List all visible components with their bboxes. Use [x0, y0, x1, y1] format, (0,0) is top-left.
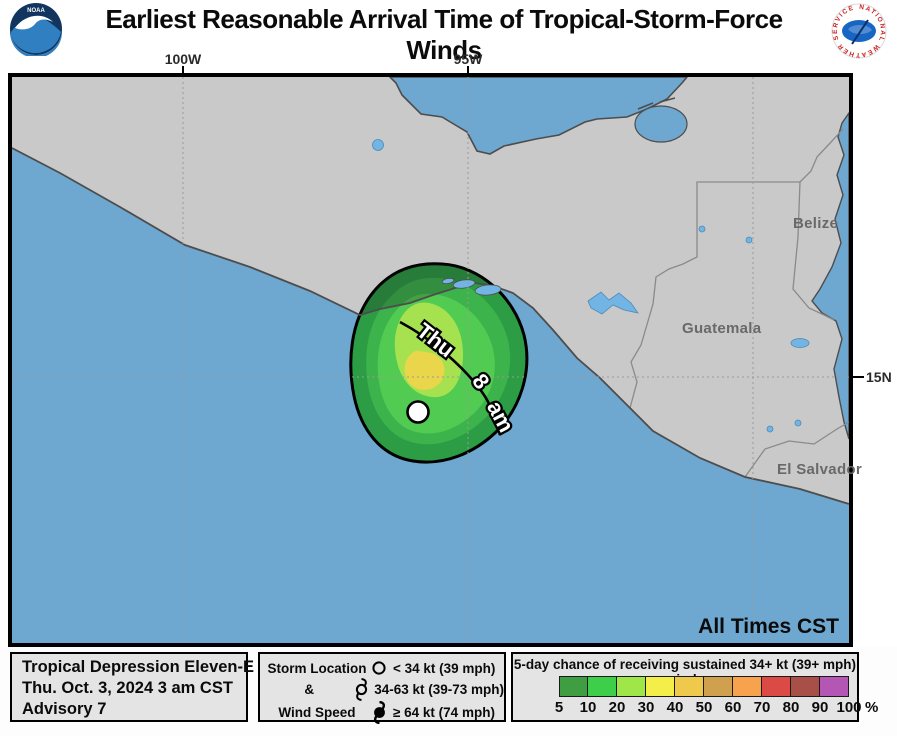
page-title: Earliest Reasonable Arrival Time of Trop…	[105, 4, 783, 65]
tropical-storm-label: 34-63 kt (39-73 mph)	[374, 682, 504, 697]
probability-scale-tick-50: 50	[695, 699, 713, 716]
probability-scale-tick-10: 10	[579, 699, 597, 716]
symbol-legend-caption-line3: Wind Speed	[278, 705, 356, 720]
country-borders	[629, 128, 849, 478]
lon-tick-100w	[182, 66, 184, 74]
symbol-legend-caption-line2: &	[304, 682, 315, 697]
geography-layer: Thu 8 am	[12, 77, 849, 643]
probability-swatch-20	[617, 676, 646, 697]
probability-color-bar	[559, 676, 849, 697]
legend-bar: Tropical Depression Eleven-E Thu. Oct. 3…	[0, 647, 897, 736]
map-canvas: Thu 8 am All Times CST	[8, 73, 853, 647]
lon-tick-95w	[467, 66, 469, 74]
coastal-lagoons	[441, 277, 502, 296]
probability-scale-unit: %	[865, 699, 879, 716]
disturbance-label: < 34 kt (39 mph)	[393, 660, 496, 676]
probability-scale-tick-100: 100	[836, 699, 862, 716]
probability-swatch-5	[559, 676, 588, 697]
advisory-datetime: Thu. Oct. 3, 2024 3 am CST	[22, 679, 233, 697]
probability-scale-tick-30: 30	[637, 699, 655, 716]
all-times-note: All Times CST	[698, 615, 839, 638]
nws-logo-icon: NATIONAL WEATHER SERVICE	[831, 3, 887, 59]
probability-scale-tick-80: 80	[782, 699, 800, 716]
probability-swatch-70	[762, 676, 791, 697]
probability-scale-labels: 5 10 20 30 40 50 60 70 80 90 100	[545, 699, 864, 716]
probability-swatch-50	[704, 676, 733, 697]
disturbance-circle-icon	[368, 658, 390, 678]
lon-label-100w: 100W	[164, 51, 202, 67]
hurricane-icon	[368, 701, 390, 724]
probability-swatch-10	[588, 676, 617, 697]
probability-swatch-60	[733, 676, 762, 697]
probability-scale-tick-90: 90	[811, 699, 829, 716]
storm-location-marker	[406, 400, 430, 424]
probability-scale-box: 5-day chance of receiving sustained 34+ …	[511, 652, 878, 722]
lakes	[372, 139, 810, 433]
storm-name: Tropical Depression Eleven-E	[22, 658, 254, 676]
probability-scale-tick-70: 70	[753, 699, 771, 716]
place-label-el-salvador: El Salvador	[777, 461, 863, 478]
place-label-guatemala: Guatemala	[682, 320, 762, 337]
noaa-logo-icon: NOAA	[10, 3, 62, 56]
hurricane-label: ≥ 64 kt (74 mph)	[393, 705, 495, 720]
tropical-storm-icon	[353, 678, 372, 701]
probability-scale-tick-5: 5	[554, 699, 564, 716]
svg-text:NOAA: NOAA	[27, 8, 45, 14]
lon-label-95w: 95W	[453, 51, 483, 67]
symbol-legend-box: Storm Location < 34 kt (39 mph) & 34-63 …	[258, 652, 506, 724]
lat-label-15n: 15N	[866, 369, 892, 385]
isochrone-line	[399, 320, 502, 436]
symbol-legend-caption-line1: Storm Location	[267, 660, 367, 676]
header: NOAA Earliest Reasonable Arrival Time of…	[0, 0, 897, 65]
place-label-belize: Belize	[793, 215, 839, 232]
probability-scale-tick-60: 60	[724, 699, 742, 716]
probability-scale-tick-40: 40	[666, 699, 684, 716]
probability-swatch-40	[675, 676, 704, 697]
probability-swatch-80	[791, 676, 820, 697]
probability-swatch-90	[820, 676, 849, 697]
advisory-number: Advisory 7	[22, 700, 107, 718]
probability-swatch-30	[646, 676, 675, 697]
storm-info-box: Tropical Depression Eleven-E Thu. Oct. 3…	[10, 652, 254, 722]
lat-tick-15n	[853, 376, 864, 378]
probability-scale-tick-20: 20	[608, 699, 626, 716]
graticule	[12, 77, 849, 643]
